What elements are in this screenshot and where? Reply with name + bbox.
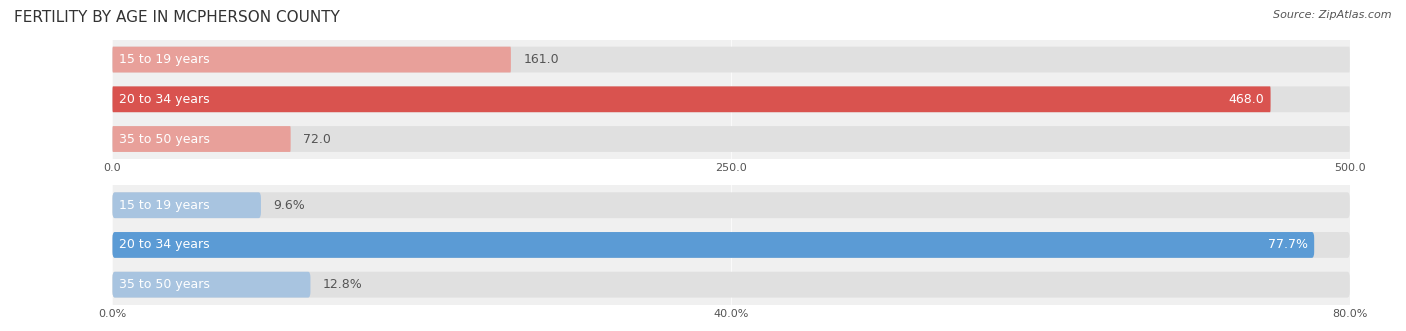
FancyBboxPatch shape	[112, 232, 1350, 258]
Text: 77.7%: 77.7%	[1268, 238, 1308, 252]
FancyBboxPatch shape	[112, 192, 1350, 218]
FancyBboxPatch shape	[112, 47, 1350, 72]
FancyBboxPatch shape	[112, 192, 262, 218]
Text: 20 to 34 years: 20 to 34 years	[118, 93, 209, 106]
FancyBboxPatch shape	[112, 232, 1315, 258]
Text: 161.0: 161.0	[523, 53, 558, 66]
Text: 9.6%: 9.6%	[273, 199, 305, 212]
Text: FERTILITY BY AGE IN MCPHERSON COUNTY: FERTILITY BY AGE IN MCPHERSON COUNTY	[14, 10, 340, 25]
Text: 72.0: 72.0	[304, 132, 330, 146]
Text: 15 to 19 years: 15 to 19 years	[118, 53, 209, 66]
FancyBboxPatch shape	[112, 86, 1271, 112]
Text: Source: ZipAtlas.com: Source: ZipAtlas.com	[1274, 10, 1392, 20]
FancyBboxPatch shape	[112, 126, 1350, 152]
FancyBboxPatch shape	[112, 86, 1350, 112]
Text: 20 to 34 years: 20 to 34 years	[118, 238, 209, 252]
FancyBboxPatch shape	[112, 272, 1350, 298]
FancyBboxPatch shape	[112, 47, 510, 72]
Text: 468.0: 468.0	[1229, 93, 1264, 106]
FancyBboxPatch shape	[112, 272, 311, 298]
FancyBboxPatch shape	[112, 126, 291, 152]
Text: 35 to 50 years: 35 to 50 years	[118, 132, 209, 146]
Text: 15 to 19 years: 15 to 19 years	[118, 199, 209, 212]
Text: 35 to 50 years: 35 to 50 years	[118, 278, 209, 291]
Text: 12.8%: 12.8%	[323, 278, 363, 291]
